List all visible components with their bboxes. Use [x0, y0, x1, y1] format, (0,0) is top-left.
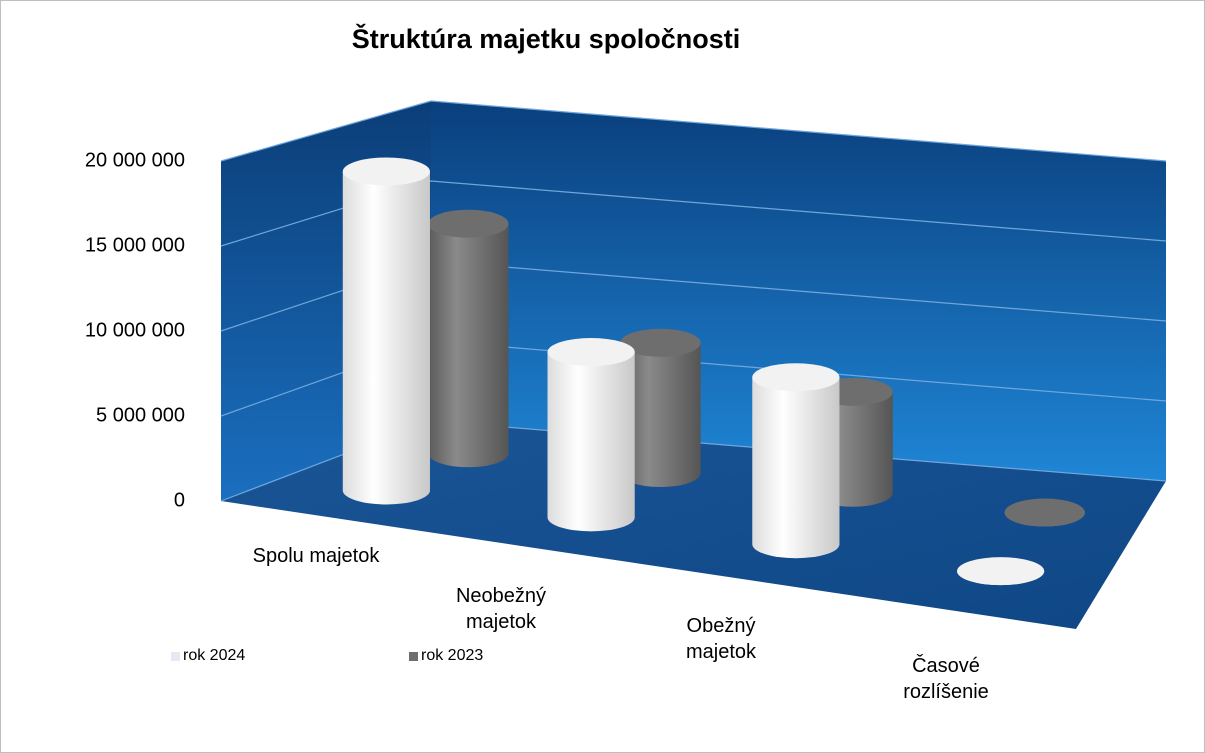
legend-label: rok 2024 [183, 647, 246, 664]
cylinder [428, 209, 509, 468]
y-tick-label: 10 000 000 [85, 319, 185, 341]
legend-swatch [409, 651, 418, 661]
y-tick-label: 5 000 000 [96, 404, 185, 426]
y-tick-label: 0 [174, 489, 185, 511]
legend-item: rok 2024 [171, 647, 245, 665]
cylinder-body [342, 171, 430, 505]
cylinder [1004, 498, 1085, 527]
cylinder-top [428, 209, 509, 238]
legend-label: rok 2023 [421, 647, 484, 664]
cylinder-top [1004, 498, 1085, 527]
cylinder-body [428, 223, 509, 468]
cylinder-body [752, 377, 840, 559]
cylinder-top [547, 338, 635, 367]
floor [221, 421, 1166, 629]
cylinder [752, 363, 840, 559]
y-tick-label: 15 000 000 [85, 234, 185, 256]
cylinder-body [547, 352, 635, 532]
cylinder-top [620, 328, 701, 357]
cylinder-top [752, 363, 840, 392]
cylinder-top [342, 157, 430, 186]
legend-swatch [171, 651, 180, 661]
x-tick-label: Neobežný majetok [455, 585, 547, 633]
cylinder [620, 328, 701, 488]
x-tick-label: Časové rozlíšenie [903, 655, 989, 703]
grid-line [220, 100, 1167, 162]
legend-item: rok 2023 [409, 647, 483, 665]
cylinder-body [620, 342, 701, 488]
x-tick-label: Spolu majetok [252, 545, 380, 567]
cylinder-top [957, 557, 1045, 586]
cylinder [547, 338, 635, 532]
y-tick-label: 20 000 000 [85, 149, 185, 171]
chart-title: Štruktúra majetku spoločnosti [352, 23, 741, 54]
cylinder [342, 157, 430, 505]
cylinder [957, 557, 1045, 586]
grid-line [220, 180, 1167, 247]
x-tick-label: Obežný majetok [685, 615, 757, 663]
